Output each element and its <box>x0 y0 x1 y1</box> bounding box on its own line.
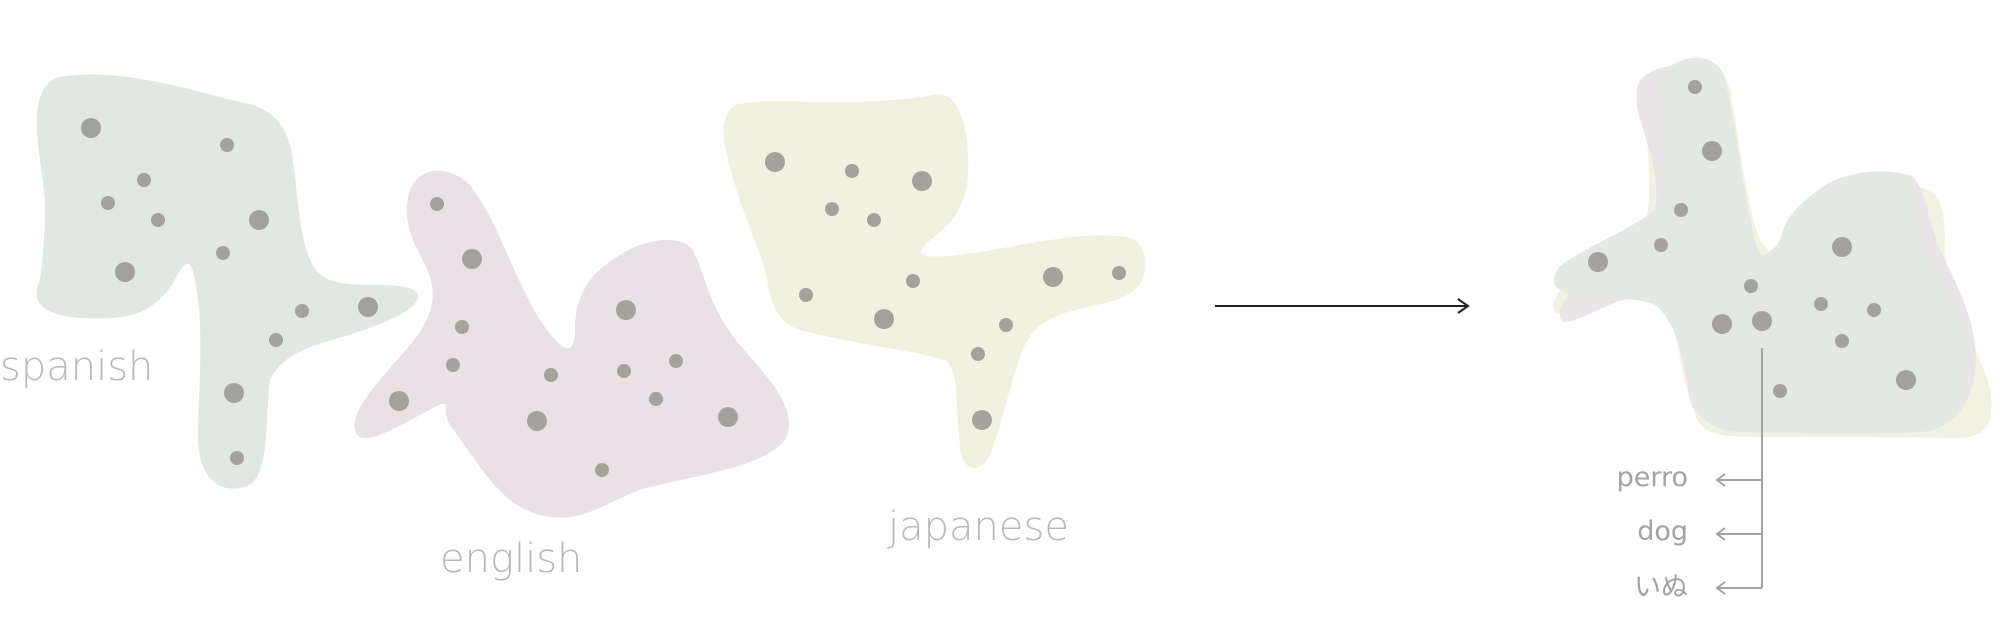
point <box>912 171 932 191</box>
point <box>101 196 115 210</box>
point <box>595 463 609 477</box>
point <box>616 300 636 320</box>
point <box>999 318 1013 332</box>
point <box>825 202 839 216</box>
word-japanese: いぬ <box>1634 572 1688 603</box>
word-spanish: perro <box>1617 462 1688 493</box>
point <box>462 249 482 269</box>
point <box>1688 80 1702 94</box>
alignment-arrow <box>1215 298 1470 314</box>
spanish-points <box>81 118 378 465</box>
point <box>971 347 985 361</box>
point <box>81 118 101 138</box>
point <box>1112 266 1126 280</box>
point <box>1832 237 1852 257</box>
point <box>1773 384 1787 398</box>
point <box>220 138 234 152</box>
point <box>718 407 738 427</box>
point <box>845 164 859 178</box>
point <box>1654 238 1668 252</box>
point <box>906 274 920 288</box>
point <box>799 288 813 302</box>
point <box>216 246 230 260</box>
point <box>249 210 269 230</box>
point <box>455 320 469 334</box>
word-english: dog <box>1637 516 1688 547</box>
point <box>874 309 894 329</box>
japanese-embedding-space: japanese <box>723 94 1146 550</box>
point <box>527 411 547 431</box>
point <box>544 368 558 382</box>
point <box>1814 297 1828 311</box>
point <box>115 262 135 282</box>
japanese-points <box>765 152 1126 430</box>
point <box>1674 203 1688 217</box>
point <box>1702 141 1722 161</box>
point <box>765 152 785 172</box>
point <box>972 410 992 430</box>
aligned-points <box>1588 80 1916 398</box>
spanish-label: spanish <box>0 344 153 390</box>
point <box>1896 370 1916 390</box>
word-connector <box>1715 348 1763 595</box>
point <box>446 358 460 372</box>
point <box>1744 279 1758 293</box>
point <box>224 383 244 403</box>
point <box>295 304 309 318</box>
point <box>230 451 244 465</box>
point <box>1043 267 1063 287</box>
point <box>430 197 444 211</box>
english-embedding-space: english <box>354 170 789 582</box>
point <box>617 364 631 378</box>
point <box>358 297 378 317</box>
point <box>669 354 683 368</box>
english-points <box>389 197 738 477</box>
japanese-label: japanese <box>887 504 1069 550</box>
point <box>137 173 151 187</box>
spanish-embedding-space: spanish <box>0 74 419 489</box>
point <box>151 213 165 227</box>
point <box>1835 334 1849 348</box>
aligned-embedding-space: perro dog いぬ <box>1553 57 1992 603</box>
point <box>1588 252 1608 272</box>
point <box>1867 303 1881 317</box>
point <box>1752 311 1772 331</box>
point <box>649 392 663 406</box>
point <box>389 391 409 411</box>
point <box>269 333 283 347</box>
point <box>867 213 881 227</box>
point <box>1712 314 1732 334</box>
english-label: english <box>440 536 582 582</box>
